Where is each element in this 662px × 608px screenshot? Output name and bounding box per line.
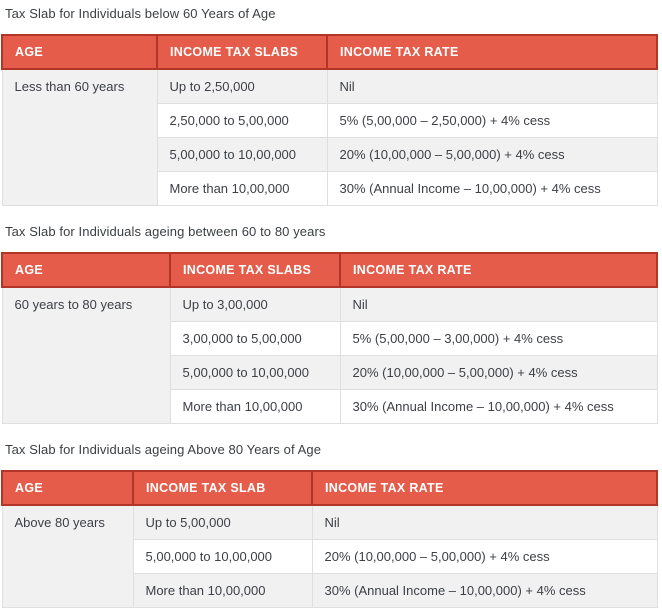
table-header-row: AGE INCOME TAX SLABS INCOME TAX RATE (1, 252, 658, 288)
section-title: Tax Slab for Individuals ageing between … (5, 224, 326, 239)
table-row: 2,50,000 to 5,00,000 5% (5,00,000 – 2,50… (2, 103, 658, 138)
rate-cell: 20% (10,00,000 – 5,00,000) + 4% cess (311, 539, 658, 574)
tax-section-below-60: Tax Slab for Individuals below 60 Years … (1, 6, 658, 206)
tax-table-above-80: AGE INCOME TAX SLAB INCOME TAX RATE Abov… (1, 470, 658, 608)
slab-cell: More than 10,00,000 (156, 171, 328, 206)
table-header-row: AGE INCOME TAX SLABS INCOME TAX RATE (1, 34, 658, 70)
column-header-age: AGE (1, 252, 171, 288)
tax-table-below-60: AGE INCOME TAX SLABS INCOME TAX RATE Les… (1, 34, 658, 206)
table-row: 5,00,000 to 10,00,000 20% (10,00,000 – 5… (2, 137, 658, 172)
table-header-row: AGE INCOME TAX SLAB INCOME TAX RATE (1, 470, 658, 506)
rate-cell: 30% (Annual Income – 10,00,000) + 4% ces… (326, 171, 658, 206)
section-title: Tax Slab for Individuals ageing Above 80… (5, 442, 322, 457)
rate-cell: Nil (311, 504, 658, 540)
rate-cell: Nil (339, 286, 658, 322)
slab-cell: Up to 2,50,000 (156, 68, 328, 104)
tax-section-60-to-80: Tax Slab for Individuals ageing between … (1, 224, 658, 424)
slab-cell: 5,00,000 to 10,00,000 (156, 137, 328, 172)
column-header-slab: INCOME TAX SLABS (156, 34, 328, 70)
table-row: Above 80 years Up to 5,00,000 Nil (1, 504, 658, 608)
rate-cell: 20% (10,00,000 – 5,00,000) + 4% cess (339, 355, 658, 390)
rate-cell: 5% (5,00,000 – 2,50,000) + 4% cess (326, 103, 658, 138)
table-row: 5,00,000 to 10,00,000 20% (10,00,000 – 5… (2, 355, 658, 390)
rate-cell: 30% (Annual Income – 10,00,000) + 4% ces… (339, 389, 658, 424)
rate-cell: Nil (326, 68, 658, 104)
slab-cell: More than 10,00,000 (169, 389, 341, 424)
slab-cell: 5,00,000 to 10,00,000 (132, 539, 313, 574)
age-cell: Above 80 years (1, 504, 134, 608)
slab-cell: 2,50,000 to 5,00,000 (156, 103, 328, 138)
age-cell: 60 years to 80 years (1, 286, 171, 424)
column-header-rate: INCOME TAX RATE (339, 252, 658, 288)
table-row: Less than 60 years Up to 2,50,000 Nil (1, 68, 658, 206)
rate-cell: 5% (5,00,000 – 3,00,000) + 4% cess (339, 321, 658, 356)
slab-cell: Up to 5,00,000 (132, 504, 313, 540)
column-header-slab: INCOME TAX SLABS (169, 252, 341, 288)
column-header-slab: INCOME TAX SLAB (132, 470, 313, 506)
slab-cell: 3,00,000 to 5,00,000 (169, 321, 341, 356)
slab-cell: Up to 3,00,000 (169, 286, 341, 322)
column-header-rate: INCOME TAX RATE (326, 34, 658, 70)
slab-cell: More than 10,00,000 (132, 573, 313, 608)
table-row: More than 10,00,000 30% (Annual Income –… (2, 171, 658, 206)
table-row: 60 years to 80 years Up to 3,00,000 Nil (1, 286, 658, 424)
column-header-age: AGE (1, 470, 134, 506)
tax-table-60-to-80: AGE INCOME TAX SLABS INCOME TAX RATE 60 … (1, 252, 658, 424)
rate-cell: 20% (10,00,000 – 5,00,000) + 4% cess (326, 137, 658, 172)
section-title: Tax Slab for Individuals below 60 Years … (5, 6, 276, 21)
tax-section-above-80: Tax Slab for Individuals ageing Above 80… (1, 442, 658, 608)
rate-cell: 30% (Annual Income – 10,00,000) + 4% ces… (311, 573, 658, 608)
table-row: More than 10,00,000 30% (Annual Income –… (2, 389, 658, 424)
age-cell: Less than 60 years (1, 68, 158, 206)
column-header-age: AGE (1, 34, 158, 70)
slab-cell: 5,00,000 to 10,00,000 (169, 355, 341, 390)
table-row: 5,00,000 to 10,00,000 20% (10,00,000 – 5… (2, 539, 658, 574)
table-row: 3,00,000 to 5,00,000 5% (5,00,000 – 3,00… (2, 321, 658, 356)
column-header-rate: INCOME TAX RATE (311, 470, 658, 506)
